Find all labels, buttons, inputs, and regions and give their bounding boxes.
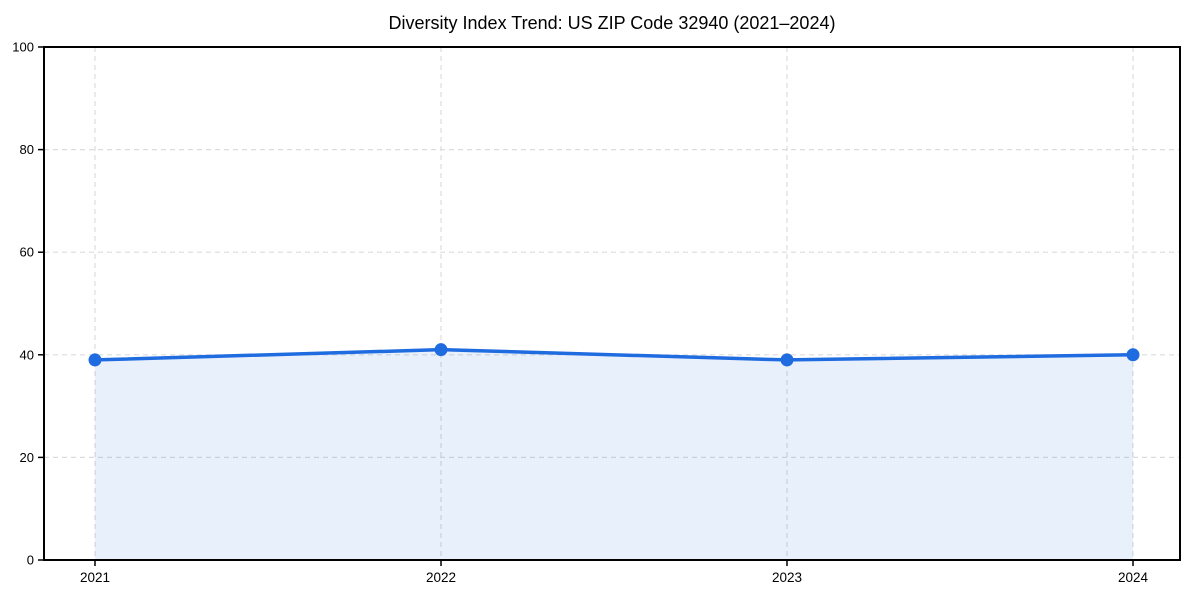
- y-tick-label: 0: [27, 553, 34, 568]
- x-tick-label: 2023: [772, 570, 802, 585]
- y-tick-label: 100: [12, 40, 34, 55]
- x-tick-label: 2022: [426, 570, 456, 585]
- data-point: [434, 343, 448, 357]
- data-point: [780, 353, 794, 367]
- y-tick-label: 80: [20, 142, 34, 157]
- y-tick-label: 40: [20, 347, 34, 362]
- y-tick-label: 60: [20, 245, 34, 260]
- data-point: [88, 353, 102, 367]
- x-tick-label: 2024: [1118, 570, 1149, 585]
- series-line: [93, 347, 1135, 362]
- chart-title: Diversity Index Trend: US ZIP Code 32940…: [388, 13, 836, 33]
- plot-border: [43, 46, 1181, 561]
- x-tick-label: 2021: [80, 570, 110, 585]
- y-tick-label: 20: [20, 450, 34, 465]
- data-point: [1126, 348, 1140, 362]
- series-area: [95, 349, 1133, 560]
